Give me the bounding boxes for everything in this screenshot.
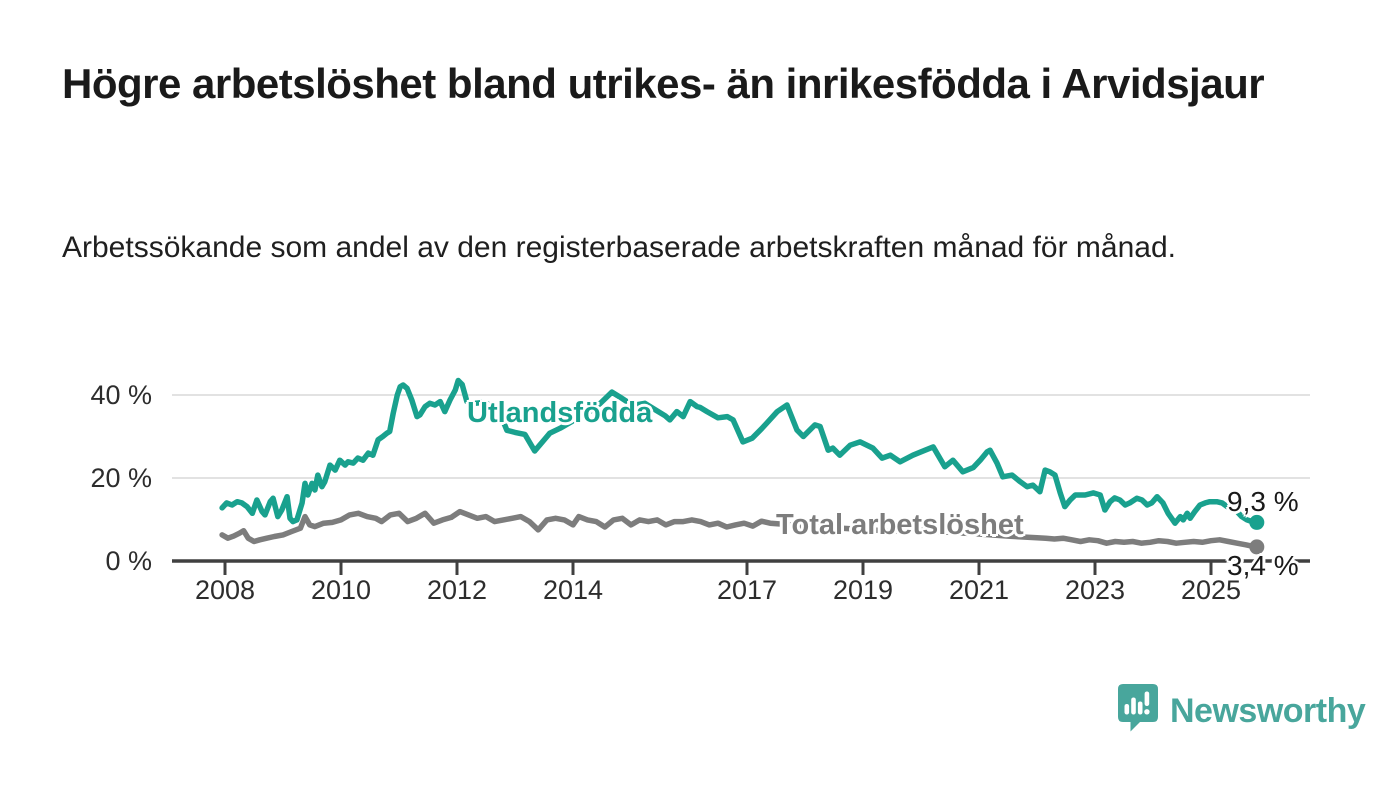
chart-subtitle: Arbetssökande som andel av den registerb… bbox=[62, 231, 1176, 264]
newsworthy-logo-icon bbox=[1118, 684, 1158, 737]
series-label-total-arbetsloshet: Total arbetslöshet bbox=[776, 509, 1024, 541]
y-axis-tick-label: 0 % bbox=[105, 546, 152, 576]
x-axis-tick-label: 2008 bbox=[194, 575, 256, 605]
series-line-0 bbox=[219, 377, 1260, 526]
series-line-1 bbox=[219, 508, 1260, 550]
x-axis-tick-label: 2023 bbox=[1064, 575, 1126, 605]
series-end-dot-0 bbox=[1249, 514, 1265, 530]
x-axis-tick-label: 2014 bbox=[542, 575, 604, 605]
series-label-utlandsfodda: Utlandsfödda bbox=[467, 397, 653, 429]
y-axis-tick-label: 20 % bbox=[90, 463, 152, 493]
newsworthy-logo[interactable]: Newsworthy bbox=[1118, 684, 1366, 737]
series-end-dot-1 bbox=[1249, 539, 1265, 555]
x-axis-tick-label: 2025 bbox=[1180, 575, 1242, 605]
x-axis-tick-label: 2021 bbox=[948, 575, 1010, 605]
x-axis-tick-label: 2017 bbox=[716, 575, 778, 605]
end-value-label-total: 3,4 % bbox=[1227, 550, 1299, 581]
chart-title: Högre arbetslöshet bland utrikes- än inr… bbox=[62, 60, 1265, 107]
end-value-label-utlandsfodda: 9,3 % bbox=[1227, 486, 1299, 517]
x-axis-tick-label: 2010 bbox=[310, 575, 372, 605]
x-axis-tick-label: 2012 bbox=[426, 575, 488, 605]
brand-name: Newsworthy bbox=[1170, 691, 1366, 730]
x-axis-tick-label: 2019 bbox=[832, 575, 894, 605]
y-axis-tick-label: 40 % bbox=[90, 380, 152, 410]
